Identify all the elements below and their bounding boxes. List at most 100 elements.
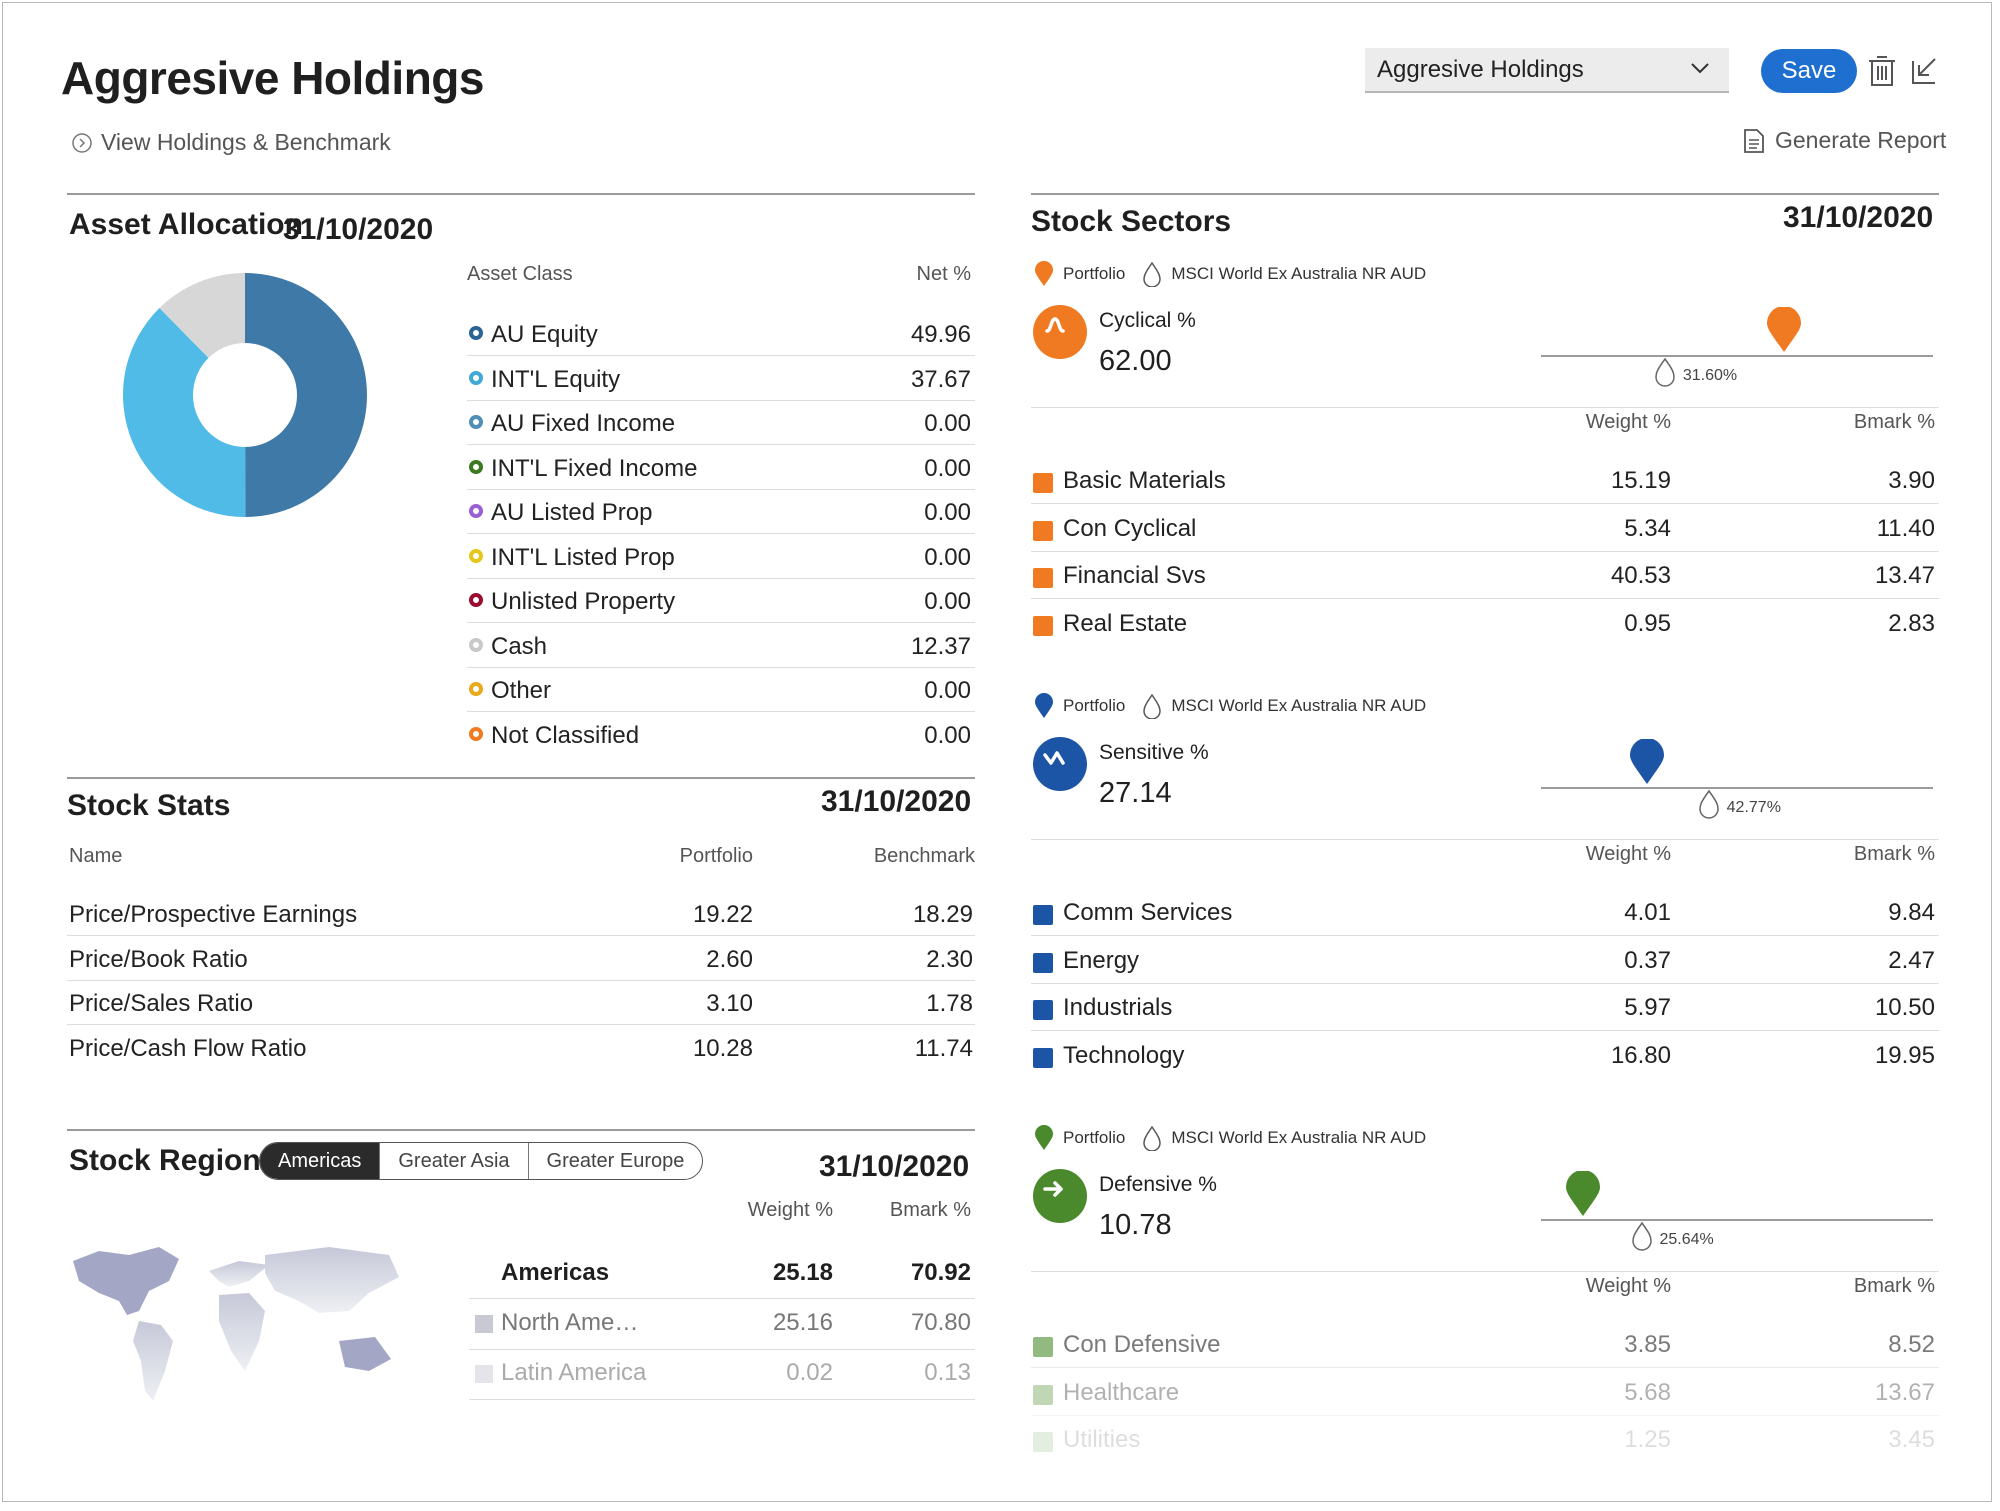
legend-portfolio: Portfolio xyxy=(1063,696,1126,715)
sector-bmark: 11.40 xyxy=(1876,514,1935,542)
sector-label: Con Cyclical xyxy=(1063,514,1197,542)
region-bmark: 0.13 xyxy=(924,1359,971,1386)
basic-materials-icon xyxy=(1033,473,1053,493)
asset-class-value: 0.00 xyxy=(924,454,971,482)
stock-sectors-date: 31/10/2020 xyxy=(1783,201,1934,234)
divider xyxy=(1031,1367,1939,1368)
region-label: North Ame… xyxy=(501,1309,639,1336)
con-defensive-icon xyxy=(1033,1337,1053,1357)
asset-class-value: 0.00 xyxy=(924,721,971,749)
asset-class-value: 0.00 xyxy=(924,410,971,437)
divider xyxy=(1031,550,1939,552)
stat-portfolio: 3.10 xyxy=(706,990,753,1017)
legend-dot xyxy=(469,459,483,474)
energy-icon xyxy=(1033,952,1053,973)
donut-slice-0 xyxy=(245,273,367,517)
tab-greater-asia[interactable]: Greater Asia xyxy=(379,1143,527,1179)
sector-bmark: 3.45 xyxy=(1888,1426,1935,1453)
technology-icon xyxy=(1033,1047,1053,1068)
sector-weight: 4.01 xyxy=(1624,899,1671,926)
view-holdings-link[interactable]: View Holdings & Benchmark xyxy=(71,129,391,156)
asset-class-label: Unlisted Property xyxy=(491,588,676,615)
col-region-bmark: Bmark % xyxy=(889,1199,971,1221)
stock-regions-date: 31/10/2020 xyxy=(819,1150,970,1183)
divider xyxy=(467,577,975,579)
donut-slice-1 xyxy=(122,308,246,517)
sector-label: Technology xyxy=(1063,1041,1185,1069)
asset-allocation-donut xyxy=(122,273,367,517)
divider xyxy=(67,1129,975,1131)
sector-group-value: 62.00 xyxy=(1099,345,1172,377)
sector-group-value: 27.14 xyxy=(1099,777,1172,809)
portfolio-marker xyxy=(1628,738,1666,785)
col-name: Name xyxy=(69,845,123,867)
con-cyclical-icon xyxy=(1033,520,1053,541)
page-title: Aggresive Holdings xyxy=(61,52,484,104)
divider xyxy=(467,533,975,534)
divider xyxy=(467,488,975,490)
legend-dot xyxy=(469,415,483,429)
sector-weight: 5.68 xyxy=(1624,1378,1671,1406)
asset-class-label: INT'L Fixed Income xyxy=(491,454,698,482)
legend-dot xyxy=(469,726,483,741)
sector-weight: 0.95 xyxy=(1624,609,1671,637)
asset-class-value: 12.37 xyxy=(910,632,971,660)
stat-benchmark: 1.78 xyxy=(926,990,973,1017)
divider xyxy=(467,666,975,668)
sector-legend: Portfolio MSCI World Ex Australia NR AUD xyxy=(1033,1125,1426,1151)
divider xyxy=(67,1024,975,1025)
sector-weight: 5.34 xyxy=(1624,514,1671,542)
tab-greater-europe[interactable]: Greater Europe xyxy=(527,1143,703,1179)
portfolio-dropdown-value: Aggresive Holdings xyxy=(1377,56,1584,83)
stock-stats-date: 31/10/2020 xyxy=(821,785,972,818)
asset-class-label: Not Classified xyxy=(491,721,640,749)
divider xyxy=(467,355,975,356)
trash-icon[interactable] xyxy=(1867,53,1897,87)
sector-weight: 1.25 xyxy=(1624,1426,1671,1453)
divider xyxy=(469,1349,975,1350)
portfolio-pin-icon xyxy=(1035,693,1053,718)
region-weight: 25.16 xyxy=(772,1309,833,1336)
save-button[interactable]: Save xyxy=(1761,49,1857,93)
stat-name: Price/Book Ratio xyxy=(69,945,248,973)
divider xyxy=(1031,839,1939,840)
tab-americas[interactable]: Americas xyxy=(260,1143,380,1179)
legend-dot xyxy=(469,504,483,518)
stat-benchmark: 2.30 xyxy=(926,945,973,973)
document-icon xyxy=(1744,128,1764,153)
legend-portfolio: Portfolio xyxy=(1063,1128,1126,1147)
benchmark-value: 42.77% xyxy=(1726,799,1781,816)
sector-label: Energy xyxy=(1063,946,1140,974)
region-swatch xyxy=(475,1365,493,1383)
sector-bmark: 3.90 xyxy=(1888,467,1935,494)
benchmark-marker xyxy=(1630,1221,1656,1251)
divider xyxy=(1031,982,1939,984)
legend-dot xyxy=(469,326,483,340)
col-sector-bmark: Bmark % xyxy=(1853,411,1935,433)
sector-label: Financial Svs xyxy=(1063,562,1206,589)
sector-bmark: 19.95 xyxy=(1874,1041,1935,1069)
portfolio-marker xyxy=(1765,306,1803,353)
divider xyxy=(1031,503,1939,504)
region-group-label: Americas xyxy=(501,1259,610,1286)
sector-group-value: 10.78 xyxy=(1099,1209,1172,1241)
divider xyxy=(67,777,975,779)
portfolio-dropdown[interactable]: Aggresive Holdings xyxy=(1365,48,1729,93)
divider xyxy=(467,622,975,623)
legend-benchmark: MSCI World Ex Australia NR AUD xyxy=(1171,1128,1427,1147)
region-group-bmark: 70.92 xyxy=(910,1259,971,1286)
stat-portfolio: 2.60 xyxy=(706,945,753,973)
sector-bmark: 10.50 xyxy=(1874,994,1935,1021)
stat-name: Price/Sales Ratio xyxy=(69,990,254,1017)
export-icon[interactable] xyxy=(1909,53,1939,87)
legend-dot xyxy=(469,370,483,385)
col-sector-weight: Weight % xyxy=(1585,843,1671,865)
financial-svs-icon xyxy=(1033,568,1053,588)
asset-class-value: 0.00 xyxy=(924,499,971,526)
sector-legend: Portfolio MSCI World Ex Australia NR AUD xyxy=(1033,261,1426,287)
view-holdings-label: View Holdings & Benchmark xyxy=(101,129,391,155)
generate-report-button[interactable]: Generate Report xyxy=(1743,127,1946,154)
sector-label: Con Defensive xyxy=(1063,1331,1221,1358)
benchmark-marker xyxy=(1697,789,1723,819)
